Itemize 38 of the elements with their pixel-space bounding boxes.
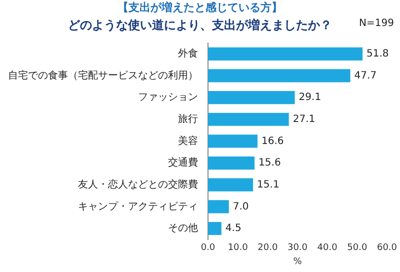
- data-label: 16.6: [262, 136, 284, 147]
- data-label: 4.5: [225, 223, 242, 234]
- x-tick-label: 50.0: [347, 243, 368, 254]
- chart-title: どのような使い道により、支出が増えましたか？: [68, 18, 332, 32]
- x-tick-label: 30.0: [287, 243, 308, 254]
- bar: [208, 178, 254, 192]
- text: N=199: [359, 18, 394, 29]
- y-tick-label: 交通費: [168, 156, 198, 169]
- y-tick-label: その他: [168, 222, 198, 234]
- bar: [208, 112, 289, 126]
- data-label: 27.1: [292, 114, 316, 125]
- y-tick-label: ファッション: [138, 92, 198, 104]
- x-tick-label: 60.0: [376, 243, 398, 254]
- data-label: 15.1: [257, 179, 280, 190]
- x-tick-label: 40.0: [317, 243, 338, 254]
- x-tick-label: 0.0: [200, 243, 216, 254]
- y-tick-label: 旅行: [178, 112, 198, 125]
- y-tick-label: 友人・恋人などとの交際費: [78, 178, 198, 190]
- bar: [208, 222, 222, 236]
- y-tick-label: 自宅での食事（宅配サービスなどの利用）: [8, 69, 198, 82]
- data-label: 29.1: [298, 92, 322, 104]
- bar: [208, 69, 350, 82]
- data-label: 51.8: [366, 48, 389, 60]
- data-label: 7.0: [232, 201, 249, 212]
- chart-subtitle: 【支出が増えたと感じている方】: [116, 0, 284, 15]
- data-label: 47.7: [354, 70, 377, 82]
- bar: [208, 91, 295, 104]
- x-tick-label: 10.0: [228, 243, 248, 254]
- bar: [208, 134, 258, 148]
- x-tick-label: 20.0: [258, 243, 278, 254]
- bar: [208, 156, 255, 170]
- bar: [208, 47, 363, 60]
- x-axis-title: %: [293, 256, 302, 267]
- y-tick-label: 外食: [178, 48, 198, 60]
- data-label: 15.6: [258, 158, 281, 169]
- y-tick-label: 美容: [178, 134, 198, 147]
- y-tick-label: キャンプ・アクティビティ: [78, 200, 198, 212]
- bar: [208, 200, 229, 214]
